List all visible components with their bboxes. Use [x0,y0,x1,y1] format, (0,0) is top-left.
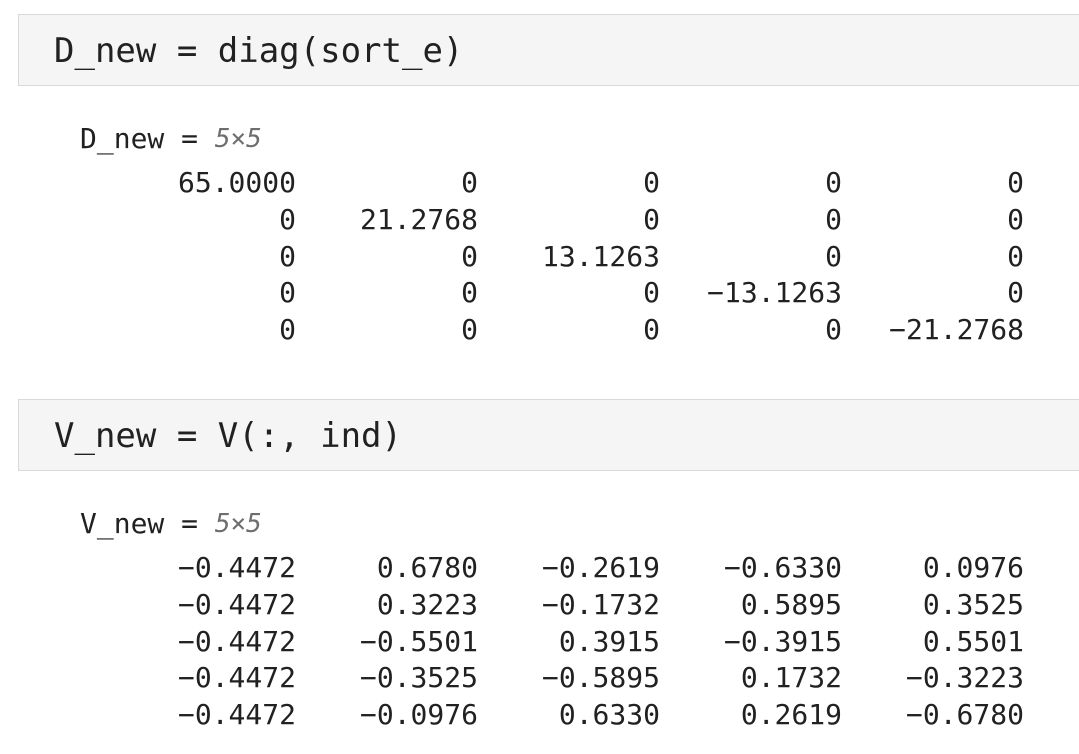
matrix-entry: −0.5501 [359,624,478,658]
matrix-entry: 0 [825,313,842,347]
matrix-entry: 0.3915 [558,624,660,658]
matrix-entry: −0.3915 [723,624,842,658]
matrix-entry: −0.3525 [359,661,478,695]
matrix-entry: −0.4472 [177,551,296,584]
code-line: D_new = diag(sort_e) [54,31,464,71]
matrix-entry: 0 [279,276,296,310]
output-label: D_new = [80,122,199,155]
matrix-entry: 0.6330 [558,698,660,732]
matrix-entry: 0.0976 [922,551,1024,584]
matrix-entry: −0.2619 [541,551,660,584]
matrix-entry: 0 [461,239,478,273]
matrix-entry: 0.5501 [922,624,1024,658]
matrix-entry: 0 [461,166,478,199]
matrix-entry: −0.0976 [359,698,478,732]
matrix-entry: 0 [825,202,842,236]
matrix-entry: 0 [643,166,660,199]
matrix-entry: 0 [1007,239,1024,273]
matrix-entry: −0.3223 [905,661,1024,695]
output-size: 5×5 [214,124,262,154]
matrix-entry: 0.3525 [922,587,1024,621]
code-cell: V_new = V(:, ind) [18,399,1079,471]
matrix-entry: −0.4472 [177,587,296,621]
matrix-entry: 0.5895 [740,587,842,621]
matrix-entry: −0.6330 [723,551,842,584]
matrix-entry: −0.6780 [905,698,1024,732]
matrix-entry: −0.1732 [541,587,660,621]
matrix-entry: 65.0000 [177,166,296,199]
matrix-entry: 0 [461,276,478,310]
matrix-entry: 0 [825,166,842,199]
matrix-entry: 0 [1007,276,1024,310]
matrix-entry: −0.5895 [541,661,660,695]
matrix-entry: 0 [643,276,660,310]
matrix-entry: −13.1263 [707,276,842,310]
output-size: 5×5 [214,509,262,539]
matrix-entry: 0 [279,202,296,236]
matrix-entry: −21.2768 [889,313,1024,347]
matrix-entry: −0.4472 [177,698,296,732]
matrix-entry: 0 [643,313,660,347]
matrix-entry: 0 [279,239,296,273]
matrix-entry: 0.3223 [376,587,478,621]
code-line: V_new = V(:, ind) [54,416,402,456]
matrix-entry: 0 [643,202,660,236]
output-label: V_new = [80,507,199,540]
matrix-entry: 0 [825,239,842,273]
matrix-entry: 13.1263 [541,239,660,273]
matrix-entry: 0 [461,313,478,347]
matrix-entry: 21.2768 [359,202,478,236]
code-cell: D_new = diag(sort_e) [18,14,1079,86]
matrix-entry: −0.4472 [177,661,296,695]
matrix-entry: 0.2619 [740,698,842,732]
matrix-entry: 0.6780 [376,551,478,584]
matrix-entry: 0 [1007,166,1024,199]
matrix-entry: 0 [1007,202,1024,236]
matrix-entry: −0.4472 [177,624,296,658]
matrix-entry: 0.1732 [740,661,842,695]
matrix-entry: 0 [279,313,296,347]
